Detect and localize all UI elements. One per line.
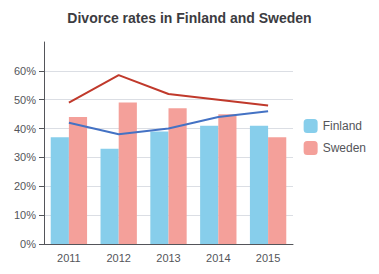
svg-text:2012: 2012 [106, 252, 130, 264]
svg-text:Sweden: Sweden [323, 141, 366, 155]
svg-text:30%: 30% [14, 151, 36, 163]
svg-text:2014: 2014 [206, 252, 230, 264]
svg-text:0%: 0% [20, 238, 36, 250]
svg-text:10%: 10% [14, 209, 36, 221]
svg-text:2011: 2011 [57, 252, 81, 264]
svg-text:2013: 2013 [156, 252, 180, 264]
svg-text:Finland: Finland [323, 119, 362, 133]
svg-text:50%: 50% [14, 94, 36, 106]
svg-text:40%: 40% [14, 123, 36, 135]
svg-text:60%: 60% [14, 65, 36, 77]
svg-text:20%: 20% [14, 180, 36, 192]
svg-text:2015: 2015 [256, 252, 280, 264]
svg-text:Divorce rates in Finland and S: Divorce rates in Finland and Sweden [67, 10, 311, 26]
